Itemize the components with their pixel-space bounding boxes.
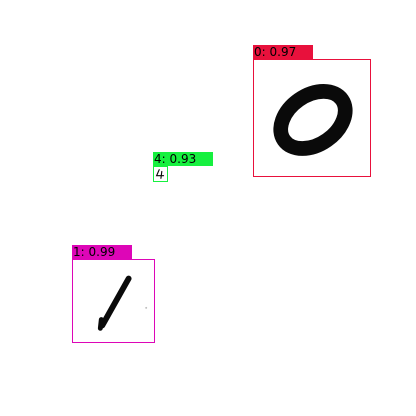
handwritten-zero-image — [273, 84, 353, 156]
bounding-box-0 — [253, 59, 371, 177]
handwritten-one-image — [97, 275, 148, 331]
handwritten-four-image — [155, 169, 165, 179]
bounding-box-1 — [72, 259, 155, 343]
bounding-box-4 — [153, 166, 168, 182]
detection-label-0: 0: 0.97 — [253, 45, 313, 59]
detection-label-4: 4: 0.93 — [153, 152, 213, 166]
detection-label-1: 1: 0.99 — [72, 245, 132, 259]
